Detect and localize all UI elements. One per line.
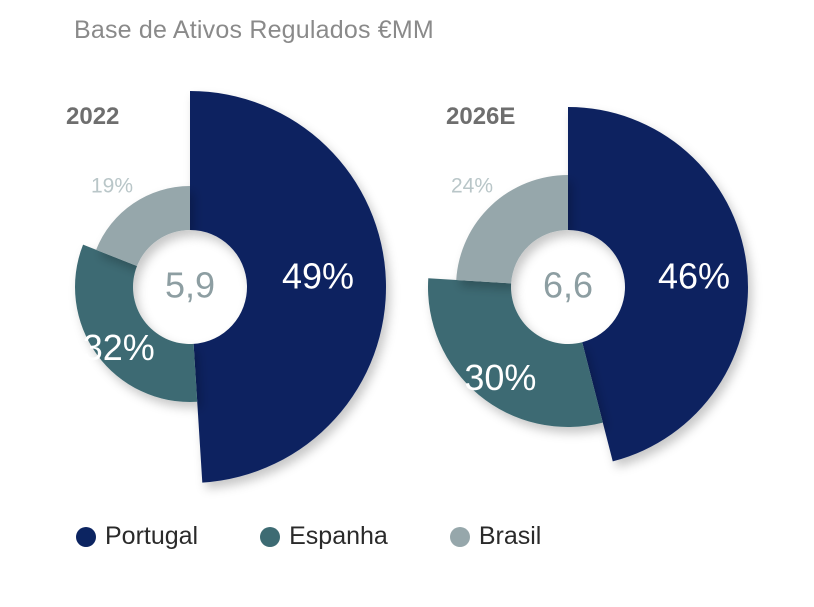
slice-brasil-2026e xyxy=(456,175,568,284)
data-label-portugal-2026e: 46% xyxy=(658,256,730,297)
legend-swatch-espanha xyxy=(260,526,281,547)
total-label-2022: 5,9 xyxy=(165,265,215,306)
slice-brasil-2022 xyxy=(96,186,190,267)
slice-espanha-2026e xyxy=(427,278,603,428)
legend-swatch-brasil xyxy=(449,526,470,547)
donut-chart-2026e: 46% 30% 24% 6,6 2026E xyxy=(427,103,748,462)
year-label-2022: 2022 xyxy=(66,103,119,130)
data-label-espanha-2026e: 30% xyxy=(464,357,536,398)
data-label-espanha-2022: 32% xyxy=(83,327,155,368)
donut-chart-2022: 49% 32% 19% 5,9 2022 xyxy=(66,91,386,483)
year-label-2026e: 2026E xyxy=(446,103,515,130)
legend-label-brasil: Brasil xyxy=(478,522,542,550)
total-label-2026e: 6,6 xyxy=(543,265,593,306)
data-label-brasil-2022: 19% xyxy=(91,175,133,198)
slice-portugal-2022 xyxy=(190,91,386,483)
slice-espanha-2022 xyxy=(74,244,198,402)
slice-portugal-2026e xyxy=(568,107,748,462)
legend-item-espanha: Espanha xyxy=(260,522,388,551)
data-label-brasil-2026e: 24% xyxy=(451,175,493,198)
legend-label-portugal: Portugal xyxy=(105,522,199,550)
legend-item-brasil: Brasil xyxy=(449,522,542,551)
legend: Portugal Espanha Brasil xyxy=(76,522,603,551)
legend-item-portugal: Portugal xyxy=(76,522,198,551)
data-label-portugal-2022: 49% xyxy=(282,256,354,297)
legend-label-espanha: Espanha xyxy=(289,522,388,550)
legend-swatch-portugal xyxy=(76,526,96,547)
chart-title: Base de Ativos Regulados €MM xyxy=(74,16,434,44)
